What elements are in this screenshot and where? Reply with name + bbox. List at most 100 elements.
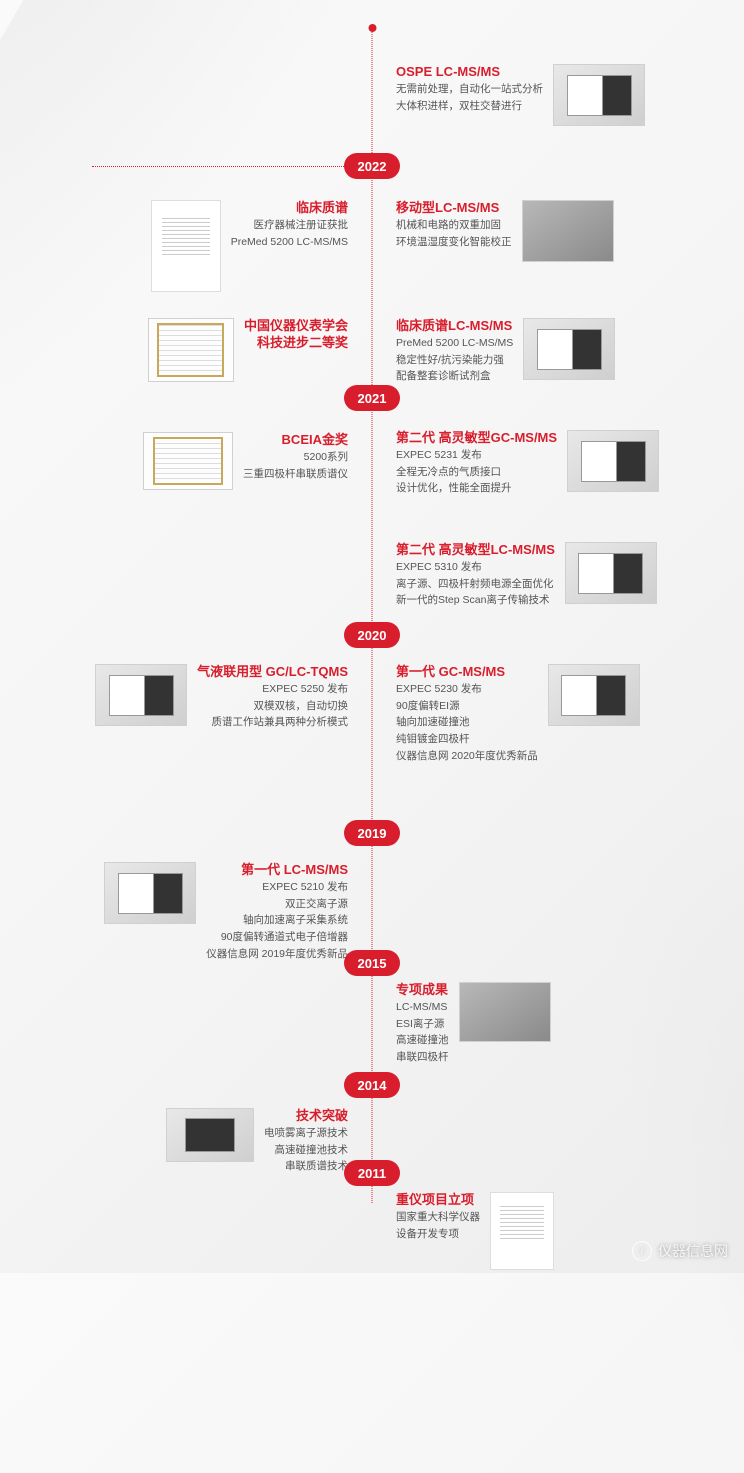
entry-texts: 第一代 GC-MS/MSEXPEC 5230 发布90度偏转EI源轴向加速碰撞池…	[396, 664, 538, 765]
timeline-entry: 移动型LC-MS/MS机械和电路的双重加固环境温湿度变化智能校正	[372, 200, 614, 262]
entry-texts: 气液联用型 GC/LC-TQMSEXPEC 5250 发布双模双核，自动切换质谱…	[197, 664, 348, 731]
entry-title: 第一代 LC-MS/MS	[206, 862, 348, 879]
entry-desc-line: 90度偏转EI源	[396, 699, 538, 715]
entry-texts: OSPE LC-MS/MS无需前处理，自动化一站式分析大体积进样，双柱交替进行	[396, 64, 543, 126]
entry-desc-line: EXPEC 5310 发布	[396, 560, 555, 576]
entry-desc-line: 串联质谱技术	[264, 1159, 348, 1175]
entry-texts: 专项成果LC-MS/MSESI离子源高速碰撞池串联四极杆	[396, 982, 449, 1066]
year-badge-2015: 2015	[344, 950, 400, 976]
entry-desc-line: 环境温湿度变化智能校正	[396, 235, 512, 251]
entry-image	[548, 664, 640, 726]
entry-title: 技术突破	[264, 1108, 348, 1125]
entry-desc-line: PreMed 5200 LC-MS/MS	[396, 336, 513, 352]
entry-image	[565, 542, 657, 604]
timeline-entry: 第一代 LC-MS/MSEXPEC 5210 发布双正交离子源轴向加速离子采集系…	[104, 862, 372, 963]
timeline-entry: 重仪项目立项国家重大科学仪器设备开发专项	[372, 1192, 554, 1270]
entry-desc-line: 轴向加速离子采集系统	[206, 913, 348, 929]
entry-desc-line: 质谱工作站兼具两种分析模式	[197, 715, 348, 731]
entry-desc-line: 纯钼镀金四极杆	[396, 732, 538, 748]
timeline-entry: OSPE LC-MS/MS无需前处理，自动化一站式分析大体积进样，双柱交替进行	[372, 64, 645, 126]
timeline-branch	[92, 166, 372, 167]
entry-texts: 临床质谱LC-MS/MSPreMed 5200 LC-MS/MS稳定性好/抗污染…	[396, 318, 513, 385]
entry-image	[166, 1108, 254, 1162]
entry-title: 临床质谱	[231, 200, 348, 217]
entry-desc-line: 仪器信息网 2020年度优秀新品	[396, 749, 538, 765]
timeline-entry: 气液联用型 GC/LC-TQMSEXPEC 5250 发布双模双核，自动切换质谱…	[95, 664, 372, 731]
entry-texts: 中国仪器仪表学会科技进步二等奖	[244, 318, 348, 382]
entry-desc-line: 新一代的Step Scan离子传输技术	[396, 593, 555, 609]
timeline-entry: 临床质谱LC-MS/MSPreMed 5200 LC-MS/MS稳定性好/抗污染…	[372, 318, 615, 385]
entry-texts: 移动型LC-MS/MS机械和电路的双重加固环境温湿度变化智能校正	[396, 200, 512, 262]
entry-image	[522, 200, 614, 262]
entry-image	[95, 664, 187, 726]
entry-image	[104, 862, 196, 924]
entry-title: 第一代 GC-MS/MS	[396, 664, 538, 681]
entry-desc-line: 仪器信息网 2019年度优秀新品	[206, 947, 348, 963]
entry-desc-line: 大体积进样，双柱交替进行	[396, 99, 543, 115]
entry-desc-line: 配备整套诊断试剂盒	[396, 369, 513, 385]
entry-title: 第二代 高灵敏型LC-MS/MS	[396, 542, 555, 559]
entry-image	[143, 432, 233, 490]
timeline-entry: 技术突破电喷雾离子源技术高速碰撞池技术串联质谱技术	[166, 1108, 372, 1175]
entry-desc-line: 全程无冷点的气质接口	[396, 465, 557, 481]
entry-desc-line: EXPEC 5231 发布	[396, 448, 557, 464]
timeline-entry: 专项成果LC-MS/MSESI离子源高速碰撞池串联四极杆	[372, 982, 551, 1066]
year-badge-2020: 2020	[344, 622, 400, 648]
entry-texts: 重仪项目立项国家重大科学仪器设备开发专项	[396, 1192, 480, 1270]
entry-desc-line: 双正交离子源	[206, 897, 348, 913]
entry-desc-line: 双模双核，自动切换	[197, 699, 348, 715]
entry-title: 第二代 高灵敏型GC-MS/MS	[396, 430, 557, 447]
entry-desc-line: 国家重大科学仪器	[396, 1210, 480, 1226]
year-badge-2021: 2021	[344, 385, 400, 411]
entry-texts: 第一代 LC-MS/MSEXPEC 5210 发布双正交离子源轴向加速离子采集系…	[206, 862, 348, 963]
entry-desc-line: 设备开发专项	[396, 1227, 480, 1243]
entry-image	[151, 200, 221, 292]
timeline-entry: 第二代 高灵敏型LC-MS/MSEXPEC 5310 发布离子源、四极杆射频电源…	[372, 542, 657, 609]
entry-desc-line: 串联四极杆	[396, 1050, 449, 1066]
entry-desc-line: EXPEC 5230 发布	[396, 682, 538, 698]
entry-desc-line: ESI离子源	[396, 1017, 449, 1033]
entry-title: 专项成果	[396, 982, 449, 999]
entry-title: 重仪项目立项	[396, 1192, 480, 1209]
watermark-text: 仪器信息网	[658, 1241, 728, 1261]
year-badge-2014: 2014	[344, 1072, 400, 1098]
entry-desc-line: 轴向加速碰撞池	[396, 715, 538, 731]
entry-image	[459, 982, 551, 1042]
entry-desc-line: PreMed 5200 LC-MS/MS	[231, 235, 348, 251]
entry-title: OSPE LC-MS/MS	[396, 64, 543, 81]
entry-desc-line: 电喷雾离子源技术	[264, 1126, 348, 1142]
entry-desc-line: LC-MS/MS	[396, 1000, 449, 1016]
timeline-entry: 第一代 GC-MS/MSEXPEC 5230 发布90度偏转EI源轴向加速碰撞池…	[372, 664, 640, 765]
entry-title: 气液联用型 GC/LC-TQMS	[197, 664, 348, 681]
entry-desc-line: EXPEC 5250 发布	[197, 682, 348, 698]
timeline-entry: 中国仪器仪表学会科技进步二等奖	[148, 318, 372, 382]
entry-texts: 第二代 高灵敏型GC-MS/MSEXPEC 5231 发布全程无冷点的气质接口设…	[396, 430, 557, 497]
timeline-entry: BCEIA金奖5200系列三重四极杆串联质谱仪	[143, 432, 372, 490]
timeline-entry: 第二代 高灵敏型GC-MS/MSEXPEC 5231 发布全程无冷点的气质接口设…	[372, 430, 659, 497]
entry-title: 中国仪器仪表学会科技进步二等奖	[244, 318, 348, 352]
entry-texts: 临床质谱医疗器械注册证获批PreMed 5200 LC-MS/MS	[231, 200, 348, 292]
entry-title: 移动型LC-MS/MS	[396, 200, 512, 217]
entry-texts: 第二代 高灵敏型LC-MS/MSEXPEC 5310 发布离子源、四极杆射频电源…	[396, 542, 555, 609]
entry-desc-line: 医疗器械注册证获批	[231, 218, 348, 234]
entry-desc-line: 三重四极杆串联质谱仪	[243, 467, 348, 483]
entry-title: 临床质谱LC-MS/MS	[396, 318, 513, 335]
timeline-entry: 临床质谱医疗器械注册证获批PreMed 5200 LC-MS/MS	[151, 200, 372, 292]
entry-image	[148, 318, 234, 382]
entry-desc-line: 无需前处理，自动化一站式分析	[396, 82, 543, 98]
entry-desc-line: 高速碰撞池技术	[264, 1143, 348, 1159]
watermark-logo-icon: i	[632, 1241, 652, 1261]
entry-desc-line: 设计优化，性能全面提升	[396, 481, 557, 497]
entry-desc-line: EXPEC 5210 发布	[206, 880, 348, 896]
entry-image	[553, 64, 645, 126]
year-badge-2011: 2011	[344, 1160, 400, 1186]
entry-desc-line: 离子源、四极杆射频电源全面优化	[396, 577, 555, 593]
entry-texts: BCEIA金奖5200系列三重四极杆串联质谱仪	[243, 432, 348, 490]
entry-desc-line: 高速碰撞池	[396, 1033, 449, 1049]
entry-texts: 技术突破电喷雾离子源技术高速碰撞池技术串联质谱技术	[264, 1108, 348, 1175]
watermark: i 仪器信息网	[632, 1241, 728, 1261]
entry-desc-line: 机械和电路的双重加固	[396, 218, 512, 234]
year-badge-2022: 2022	[344, 153, 400, 179]
entry-image	[490, 1192, 554, 1270]
entry-image	[523, 318, 615, 380]
